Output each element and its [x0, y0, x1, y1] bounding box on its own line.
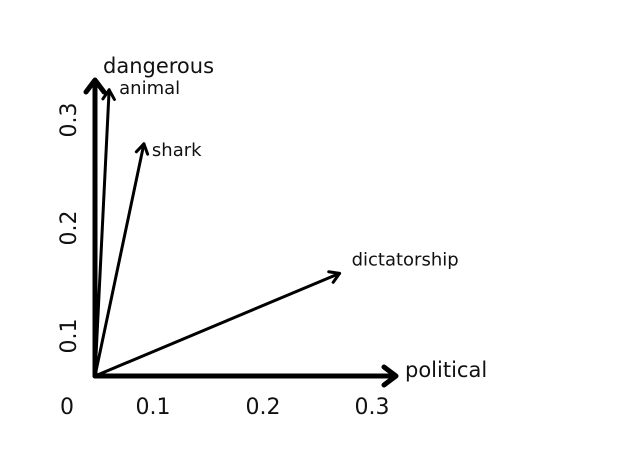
vector-arrowhead: [101, 88, 116, 101]
vector-line: [93, 88, 111, 378]
x-tick-label: 0.1: [136, 395, 171, 420]
vector-line: [93, 142, 146, 378]
origin-label: 0: [60, 395, 74, 420]
vector-arrowhead: [327, 270, 342, 284]
axes: political dangerous 0 0.1 0.2 0.3 0.1 0.…: [57, 54, 487, 420]
y-axis-arrowhead: [83, 77, 107, 95]
vector-label: dictatorship: [352, 249, 459, 270]
vector-arrowhead: [134, 142, 150, 156]
vector-label: shark: [152, 140, 202, 161]
y-axis-label: dangerous: [103, 54, 214, 78]
vector-line: [93, 271, 342, 378]
y-tick-label: 0.3: [57, 103, 82, 138]
y-tick-label: 0.1: [57, 319, 82, 354]
vectors: animal shark dictatorship: [93, 78, 459, 378]
vector-label: animal: [119, 78, 180, 99]
x-axis-arrowhead: [381, 364, 399, 388]
x-tick-label: 0.3: [355, 395, 390, 420]
x-axis-label: political: [405, 358, 487, 382]
y-tick-label: 0.2: [57, 211, 82, 246]
x-tick-label: 0.2: [246, 395, 281, 420]
